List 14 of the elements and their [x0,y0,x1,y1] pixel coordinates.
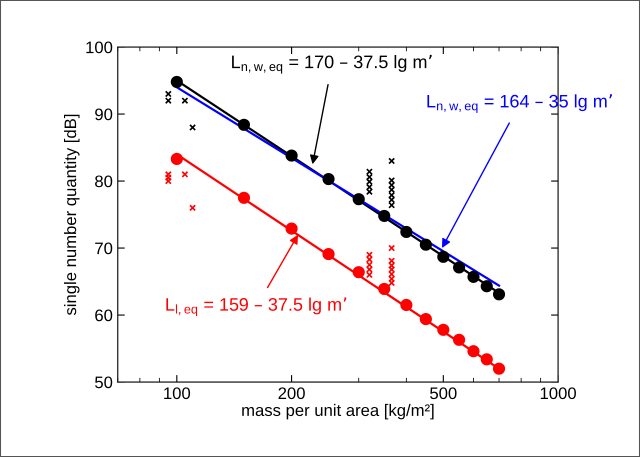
y-tick-label: 90 [95,108,112,120]
x-tick-label: 1000 [540,387,576,400]
y-tick-label: 80 [95,175,112,188]
x-tick-label: 200 [278,387,305,400]
y-tick-label: 100 [86,41,112,54]
y-tick-label: 70 [95,242,112,254]
y-tick-label: 60 [95,309,112,322]
x-tick-label: 500 [430,387,457,400]
annotation: L$_{n,w,eq}$ = 170 – 37.5 lg m’ [232,54,432,74]
x-tick-label: 100 [164,387,190,400]
y-tick-label: 50 [95,376,112,388]
x-axis-title: mass per unit area [kg/m²] [242,404,434,420]
y-axis-title: single number quantity [dB] [64,114,80,316]
annotation: L$_{l,eq}$ = 159 – 37.5 lg m’ [166,297,346,316]
